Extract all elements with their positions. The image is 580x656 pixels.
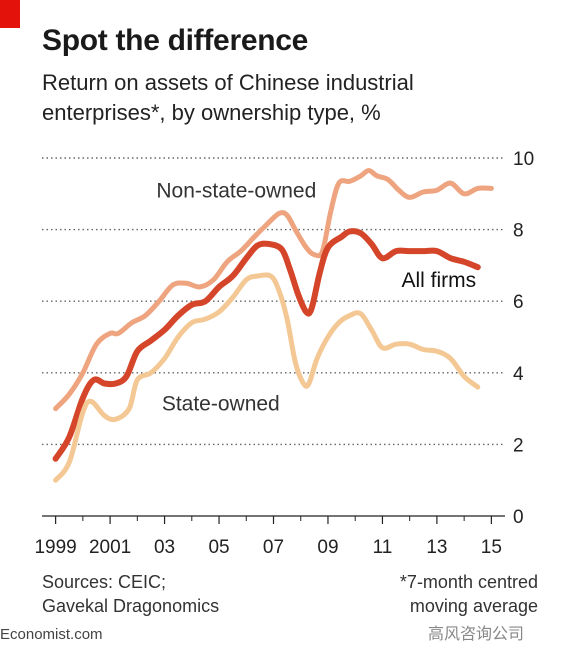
x-tick-label: 1999 xyxy=(34,537,76,558)
y-tick-label: 8 xyxy=(513,221,524,242)
sources-note: Sources: CEIC; Gavekal Dragonomics xyxy=(42,570,219,618)
series-line-state-owned xyxy=(53,272,481,483)
axis-ticks: 0 2 4 6 8 10 1999 2001 03 05 07 09 11 13 15 xyxy=(34,149,534,558)
watermark-text: 高风咨询公司 xyxy=(428,626,525,643)
chart-subtitle: Return on assets of Chinese industrial e… xyxy=(42,70,414,125)
x-tick-label: 09 xyxy=(317,537,338,558)
y-tick-label: 2 xyxy=(513,435,524,456)
grid xyxy=(42,157,505,517)
series-lines xyxy=(52,168,494,483)
credit-text: Economist.com xyxy=(0,626,103,643)
series-labels: Non-state-owned All firms State-owned xyxy=(156,179,476,415)
series-line-all-firms xyxy=(52,228,481,462)
y-tick-label: 10 xyxy=(513,149,534,170)
x-tick-label: 2001 xyxy=(89,537,131,558)
series-label-non-state-owned: Non-state-owned xyxy=(156,179,316,202)
chart-title: Spot the difference xyxy=(42,24,308,57)
footnote: *7-month centred moving average xyxy=(400,570,538,618)
sources-line-2: Gavekal Dragonomics xyxy=(42,596,220,616)
x-tick-label: 07 xyxy=(263,537,284,558)
series-line-non-state-owned xyxy=(53,168,494,412)
series-label-state-owned: State-owned xyxy=(162,392,280,415)
x-tick-label: 15 xyxy=(481,537,502,558)
sources-line-1: Sources: CEIC; xyxy=(42,572,167,592)
series-label-all-firms: All firms xyxy=(402,269,477,292)
footnote-line-2: moving average xyxy=(409,596,538,616)
footnote-line-1: *7-month centred xyxy=(399,572,538,592)
x-tick-label: 05 xyxy=(208,537,229,558)
y-tick-label: 6 xyxy=(513,292,524,313)
y-tick-label: 0 xyxy=(513,507,524,528)
x-tick-label: 11 xyxy=(373,537,393,558)
brand-tag xyxy=(0,0,20,28)
y-tick-label: 4 xyxy=(513,364,524,385)
x-tick-label: 13 xyxy=(426,537,447,558)
x-tick-label: 03 xyxy=(154,537,175,558)
